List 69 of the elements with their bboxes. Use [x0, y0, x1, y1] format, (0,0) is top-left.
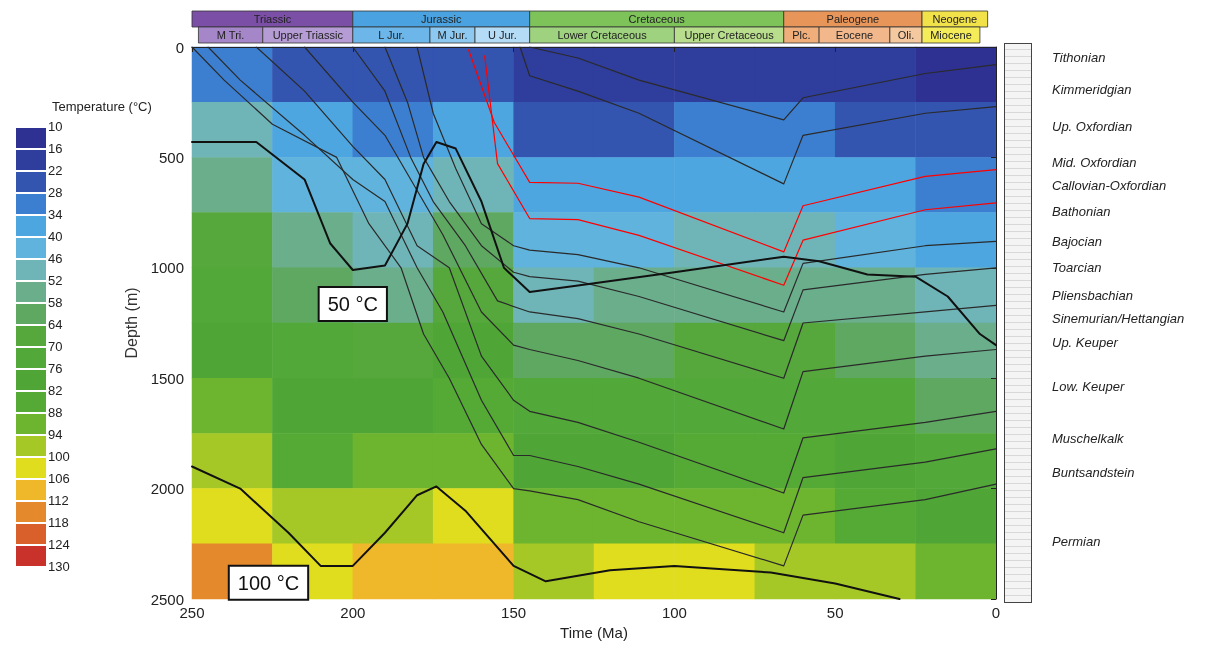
- color-bar-label: 64: [48, 316, 63, 332]
- text: Lower Cretaceous: [557, 29, 648, 41]
- y-axis-title: Depth (m): [123, 287, 141, 359]
- text: Upper Triassic: [272, 29, 344, 41]
- color-bar-label: 118: [48, 514, 69, 530]
- color-bar-label: 112: [48, 492, 69, 508]
- color-bar-label: 46: [48, 250, 63, 266]
- text: Up. Keuper: [1052, 334, 1119, 350]
- text: M Tri.: [216, 29, 245, 41]
- color-bar-label: 94: [48, 426, 63, 442]
- color-bar-label: 70: [48, 338, 63, 354]
- y-tick-label: 2000: [150, 480, 184, 498]
- text: Triassic: [253, 13, 292, 25]
- color-bar-label: 28: [48, 184, 63, 200]
- text: Eocene: [835, 29, 874, 41]
- text: M Jur.: [437, 29, 468, 41]
- color-bar-label: 106: [48, 470, 70, 486]
- y-tick-label: 1500: [150, 369, 184, 387]
- x-tick-label: 0: [991, 604, 1001, 621]
- text: L Jur.: [378, 29, 405, 41]
- text: Upper Cretaceous: [684, 29, 775, 41]
- color-bar-label: 40: [48, 228, 63, 244]
- color-bar-label: 82: [48, 382, 63, 398]
- color-bar-title: Temperature (°C): [52, 99, 152, 114]
- x-axis-title: Time (Ma): [560, 624, 628, 641]
- x-tick-label: 150: [501, 604, 527, 621]
- text: Muschelkalk: [1052, 430, 1126, 446]
- text: Miocene: [930, 29, 972, 41]
- text: Toarcian: [1052, 260, 1102, 276]
- text: Permian: [1052, 533, 1101, 549]
- y-tick-label: 1000: [150, 259, 184, 277]
- text: Low. Keuper: [1052, 378, 1125, 394]
- text: U Jur.: [487, 29, 517, 41]
- text: Buntsandstein: [1052, 464, 1135, 480]
- color-bar-label: 100: [48, 448, 70, 464]
- text: Tithonian: [1052, 50, 1106, 66]
- series-label: 100 °C: [237, 571, 300, 594]
- text: Paleogene: [826, 13, 880, 25]
- line-series: [191, 140, 997, 347]
- line-series: [191, 465, 901, 600]
- text: Plc.: [792, 29, 811, 41]
- color-bar-label: 22: [48, 162, 63, 178]
- color-bar-label: 88: [48, 404, 63, 420]
- series-label: 50 °C: [327, 293, 378, 316]
- color-bar-label: 76: [48, 360, 63, 376]
- text: Up. Oxfordian: [1052, 118, 1133, 134]
- text: Neogene: [932, 13, 978, 25]
- color-bar-label: 58: [48, 294, 63, 310]
- text: Pliensbachian: [1052, 287, 1133, 303]
- text: Cretaceous: [628, 13, 686, 25]
- text: Bajocian: [1052, 233, 1102, 249]
- text: Mid. Oxfordian: [1052, 155, 1137, 171]
- text: Oli.: [897, 29, 915, 41]
- x-tick-label: 50: [826, 604, 844, 621]
- color-bar-label: 16: [48, 140, 63, 156]
- text: Kimmeridgian: [1052, 81, 1132, 97]
- text: Sinemurian/Hettangian: [1052, 311, 1185, 327]
- y-tick-label: 500: [158, 148, 184, 166]
- color-bar-label: 34: [48, 206, 63, 222]
- color-bar-label: 10: [48, 118, 63, 134]
- color-bar-label: 52: [48, 272, 63, 288]
- x-tick-label: 100: [661, 604, 687, 621]
- color-bar-label: 130: [48, 558, 70, 574]
- color-bar-label: 124: [48, 536, 70, 552]
- x-tick-label: 200: [340, 604, 366, 621]
- text: Jurassic: [421, 13, 462, 25]
- text: Callovian-Oxfordian: [1052, 177, 1167, 193]
- text: Bathonian: [1052, 204, 1111, 220]
- y-tick-label: 0: [175, 38, 184, 56]
